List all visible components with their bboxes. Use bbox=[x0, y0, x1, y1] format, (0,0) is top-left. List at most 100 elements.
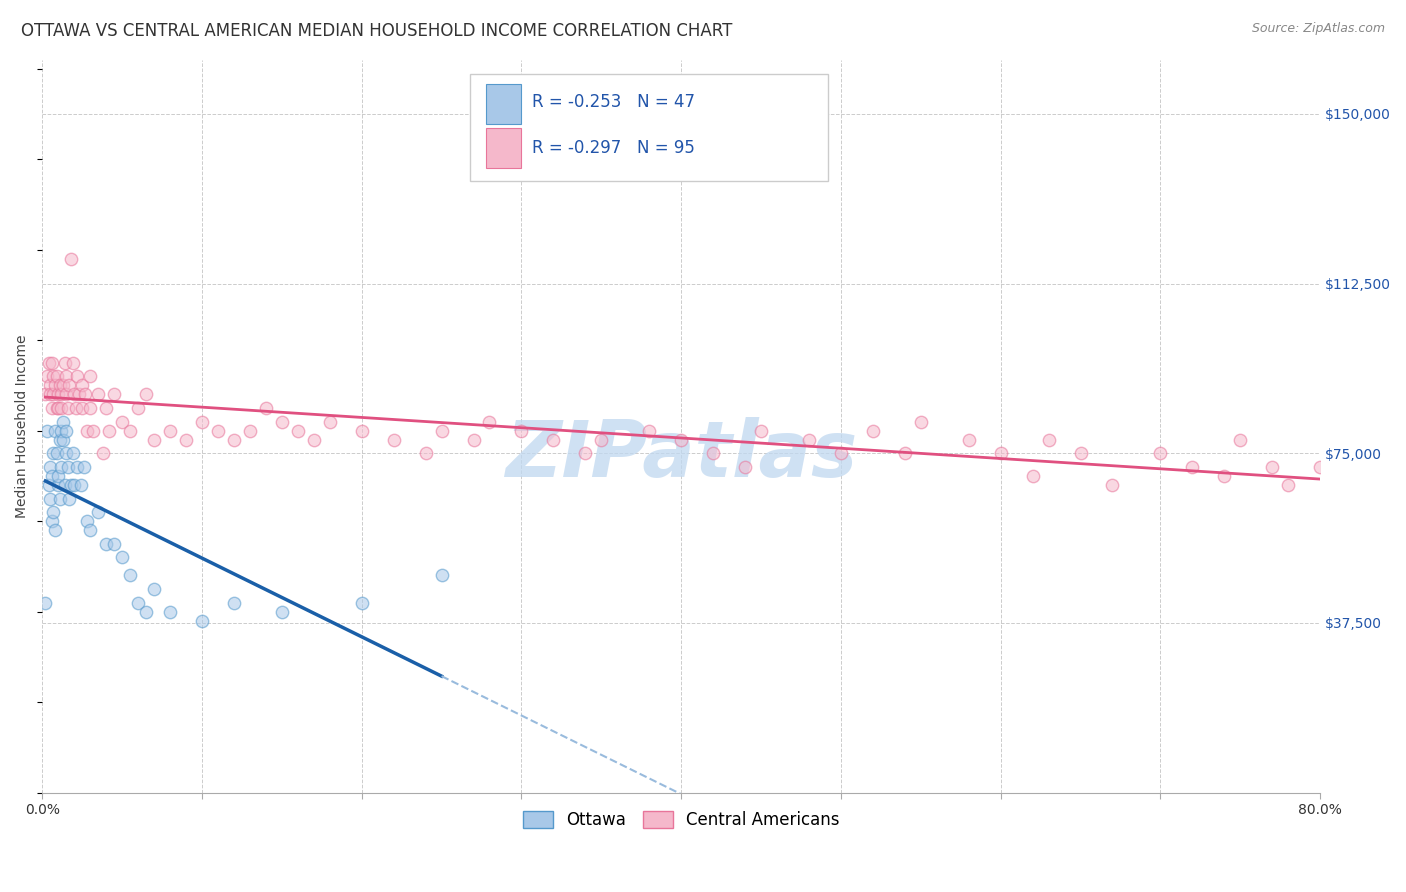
Point bbox=[191, 415, 214, 429]
Point bbox=[55, 387, 77, 401]
Point bbox=[87, 505, 110, 519]
Text: R = -0.253   N = 47: R = -0.253 N = 47 bbox=[531, 93, 695, 112]
Point bbox=[79, 401, 101, 415]
Point bbox=[34, 596, 56, 610]
Y-axis label: Median Household Income: Median Household Income bbox=[15, 334, 30, 518]
Point bbox=[59, 252, 82, 266]
Point bbox=[42, 369, 65, 384]
Point bbox=[510, 424, 533, 438]
Point bbox=[56, 401, 79, 415]
Point bbox=[34, 387, 56, 401]
FancyBboxPatch shape bbox=[470, 74, 828, 180]
Point bbox=[55, 369, 77, 384]
Point bbox=[62, 356, 84, 370]
Point bbox=[65, 401, 87, 415]
Point bbox=[98, 424, 121, 438]
Point bbox=[44, 424, 66, 438]
Point bbox=[73, 459, 96, 474]
Point bbox=[463, 433, 485, 447]
Point bbox=[1261, 459, 1284, 474]
Point bbox=[1229, 433, 1251, 447]
Point bbox=[38, 478, 60, 492]
Point bbox=[94, 401, 117, 415]
Point bbox=[143, 582, 166, 596]
Point bbox=[49, 491, 72, 506]
Point bbox=[41, 356, 63, 370]
Point bbox=[287, 424, 309, 438]
Point bbox=[382, 433, 405, 447]
Point bbox=[39, 491, 62, 506]
Point bbox=[46, 478, 69, 492]
Point bbox=[41, 469, 63, 483]
Text: ZIPatlas: ZIPatlas bbox=[505, 417, 858, 493]
Point bbox=[415, 446, 437, 460]
Point bbox=[103, 537, 125, 551]
Point bbox=[669, 433, 692, 447]
Point bbox=[45, 369, 67, 384]
Point bbox=[38, 356, 60, 370]
Point bbox=[270, 415, 292, 429]
Point bbox=[53, 356, 76, 370]
Point bbox=[910, 415, 932, 429]
Point bbox=[69, 478, 91, 492]
Point bbox=[239, 424, 262, 438]
Point bbox=[135, 387, 157, 401]
Point bbox=[42, 387, 65, 401]
Text: OTTAWA VS CENTRAL AMERICAN MEDIAN HOUSEHOLD INCOME CORRELATION CHART: OTTAWA VS CENTRAL AMERICAN MEDIAN HOUSEH… bbox=[21, 22, 733, 40]
Point bbox=[94, 537, 117, 551]
Point bbox=[270, 605, 292, 619]
Point bbox=[222, 433, 245, 447]
Point bbox=[103, 387, 125, 401]
Point bbox=[797, 433, 820, 447]
Point bbox=[52, 415, 75, 429]
Point bbox=[638, 424, 661, 438]
Point bbox=[990, 446, 1012, 460]
Point bbox=[734, 459, 756, 474]
Point bbox=[127, 401, 149, 415]
Point bbox=[1149, 446, 1171, 460]
Point bbox=[254, 401, 277, 415]
Point bbox=[76, 424, 98, 438]
Legend: Ottawa, Central Americans: Ottawa, Central Americans bbox=[516, 804, 846, 836]
Point bbox=[66, 369, 89, 384]
Point bbox=[543, 433, 565, 447]
Point bbox=[702, 446, 724, 460]
Point bbox=[319, 415, 342, 429]
Point bbox=[159, 424, 181, 438]
Point bbox=[52, 378, 75, 392]
Point bbox=[111, 415, 134, 429]
Point bbox=[749, 424, 772, 438]
Point bbox=[67, 387, 90, 401]
Point bbox=[41, 514, 63, 528]
Point bbox=[46, 469, 69, 483]
Point bbox=[1372, 491, 1395, 506]
Point bbox=[45, 401, 67, 415]
Point bbox=[62, 446, 84, 460]
Point bbox=[35, 369, 58, 384]
Point bbox=[91, 446, 114, 460]
Point bbox=[52, 433, 75, 447]
Point bbox=[350, 424, 373, 438]
Point bbox=[430, 568, 453, 582]
Point bbox=[222, 596, 245, 610]
Point bbox=[75, 387, 97, 401]
Point bbox=[63, 478, 86, 492]
Point bbox=[207, 424, 229, 438]
Point bbox=[45, 446, 67, 460]
Point bbox=[63, 387, 86, 401]
Point bbox=[46, 387, 69, 401]
Point bbox=[42, 446, 65, 460]
Point bbox=[1181, 459, 1204, 474]
Point bbox=[58, 378, 80, 392]
Point bbox=[1341, 478, 1364, 492]
Point bbox=[49, 378, 72, 392]
Point bbox=[574, 446, 596, 460]
Point bbox=[39, 387, 62, 401]
Point bbox=[478, 415, 501, 429]
Point bbox=[55, 424, 77, 438]
Point bbox=[70, 378, 93, 392]
Point bbox=[830, 446, 852, 460]
Point bbox=[1101, 478, 1123, 492]
Point bbox=[957, 433, 980, 447]
Point bbox=[42, 505, 65, 519]
